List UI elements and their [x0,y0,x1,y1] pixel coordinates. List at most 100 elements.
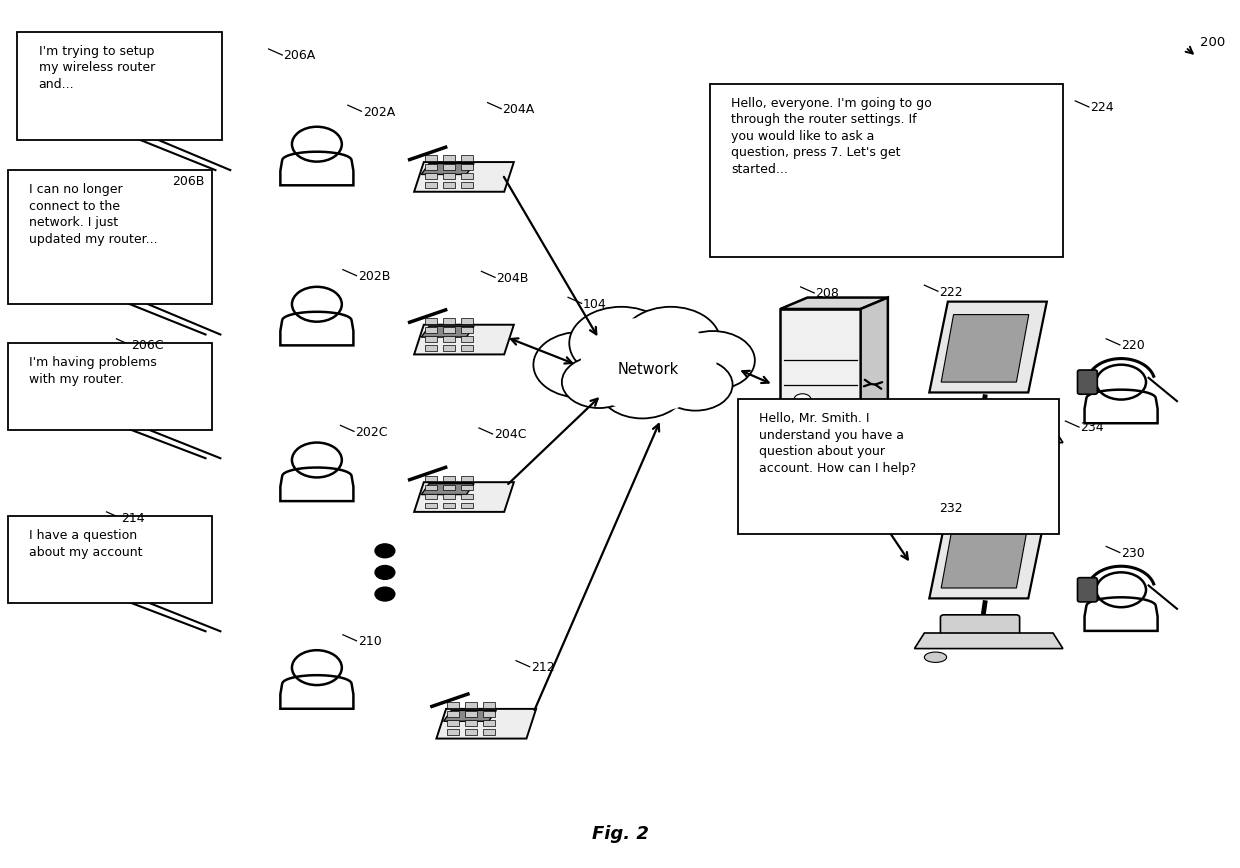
Polygon shape [414,483,513,512]
Polygon shape [929,301,1047,392]
FancyBboxPatch shape [17,31,222,140]
Text: I'm trying to setup
my wireless router
and...: I'm trying to setup my wireless router a… [38,44,155,90]
Bar [443,336,455,342]
Text: 206A: 206A [284,49,316,62]
Polygon shape [914,427,1063,443]
Circle shape [569,306,673,379]
Bar [461,164,472,170]
Bar [461,494,472,499]
Bar [443,494,455,499]
FancyBboxPatch shape [940,409,1019,430]
Bar [443,174,455,180]
Bar [465,702,477,708]
Bar [425,494,436,499]
Bar [443,484,455,490]
Bar [461,318,472,324]
Circle shape [671,331,755,390]
Bar [443,164,455,170]
Bar [484,729,495,735]
Polygon shape [780,309,861,460]
FancyBboxPatch shape [940,615,1019,635]
Bar [461,503,472,509]
Circle shape [533,332,627,398]
Text: 206B: 206B [172,174,205,187]
Bar [425,484,436,490]
Circle shape [374,544,394,558]
Polygon shape [861,298,888,460]
Bar [448,720,459,727]
Text: 202A: 202A [362,106,394,119]
Text: 212: 212 [531,661,554,674]
Bar [461,182,472,188]
Text: 210: 210 [357,635,382,648]
Polygon shape [929,508,1047,598]
Bar [425,174,436,180]
FancyBboxPatch shape [1078,370,1097,394]
Bar [465,720,477,727]
Bar [484,702,495,708]
Text: Fig. 2: Fig. 2 [591,825,649,843]
Bar [425,164,436,170]
Bar [448,729,459,735]
Bar [425,345,436,351]
Bar [425,318,436,324]
Bar [461,336,472,342]
Bar [425,182,436,188]
FancyBboxPatch shape [1078,578,1097,602]
Circle shape [374,566,394,579]
Bar [465,729,477,735]
Text: Hello, everyone. I'm going to go
through the router settings. If
you would like : Hello, everyone. I'm going to go through… [732,96,932,175]
Polygon shape [780,298,888,309]
Polygon shape [414,162,513,192]
Polygon shape [436,709,536,739]
Bar [465,711,477,717]
FancyBboxPatch shape [7,343,212,430]
Circle shape [621,306,720,376]
Bar [461,174,472,180]
Bar [461,345,472,351]
Polygon shape [914,633,1063,648]
Bar [443,318,455,324]
Ellipse shape [924,652,946,662]
Text: 204B: 204B [496,272,528,285]
Polygon shape [414,325,513,354]
Bar [461,476,472,482]
Bar [425,503,436,509]
FancyBboxPatch shape [738,399,1059,534]
Circle shape [580,317,717,412]
Text: 208: 208 [816,287,839,300]
FancyBboxPatch shape [711,83,1063,257]
Bar [461,327,472,333]
Text: 214: 214 [122,512,145,525]
Text: I'm having problems
with my router.: I'm having problems with my router. [29,356,156,385]
Text: 234: 234 [1080,422,1104,435]
Bar [443,476,455,482]
Text: 104: 104 [583,298,606,311]
Bar [461,155,472,161]
Bar [443,155,455,161]
Bar [425,336,436,342]
Text: I have a question
about my account: I have a question about my account [29,529,143,559]
Circle shape [658,358,733,411]
Text: 200: 200 [1200,36,1225,49]
Text: 206C: 206C [131,339,164,352]
Bar [484,711,495,717]
Circle shape [599,358,686,418]
Text: 220: 220 [1121,339,1145,352]
Polygon shape [422,163,474,174]
Text: 224: 224 [1090,102,1114,115]
Polygon shape [444,710,496,721]
Bar [443,327,455,333]
Bar [425,476,436,482]
Bar [461,484,472,490]
FancyBboxPatch shape [7,516,212,602]
Text: 204A: 204A [502,103,534,116]
Circle shape [374,587,394,601]
FancyBboxPatch shape [7,170,212,304]
Text: 202C: 202C [355,426,388,438]
Bar [425,155,436,161]
Text: 230: 230 [1121,547,1145,560]
Text: 204C: 204C [494,429,526,441]
Ellipse shape [924,446,946,457]
Polygon shape [941,314,1029,382]
